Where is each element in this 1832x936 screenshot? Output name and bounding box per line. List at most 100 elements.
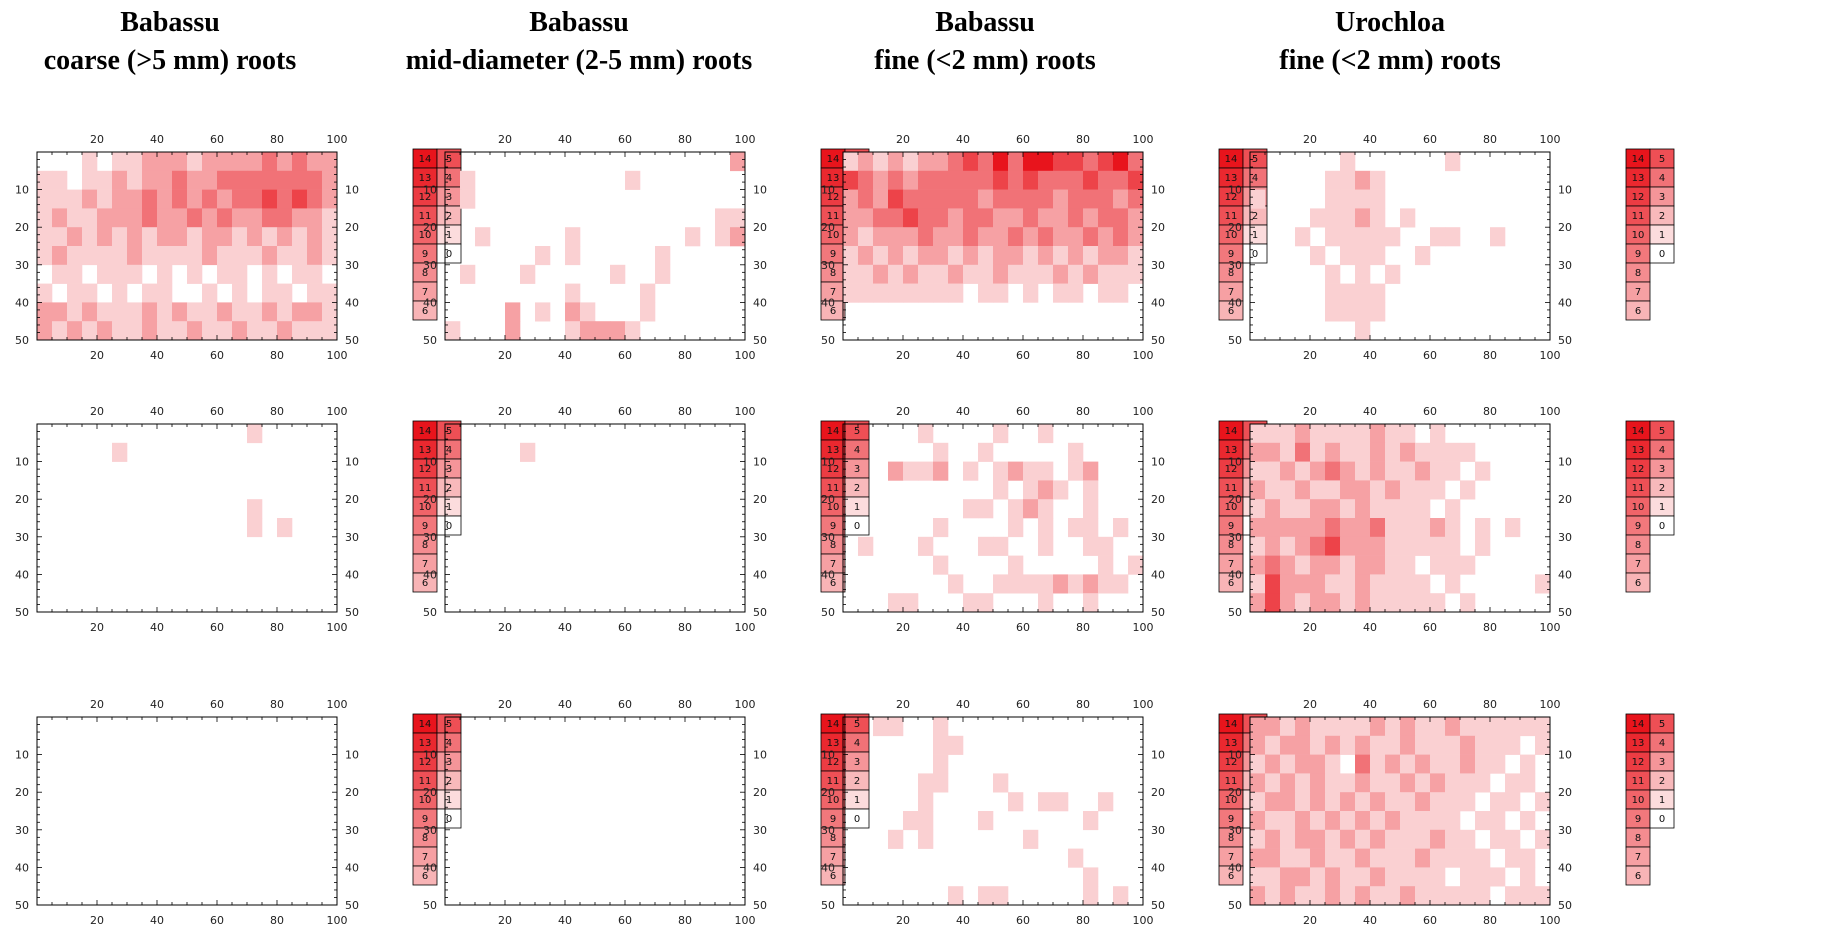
heatmap-cell [247, 170, 263, 190]
heatmap-cell [873, 264, 889, 284]
heatmap-cell [1430, 555, 1446, 575]
legend-label: 3 [446, 757, 452, 768]
legend-label: 6 [1635, 306, 1641, 317]
column-title-3-line1: Babassu [935, 7, 1035, 38]
heatmap-cell [1053, 264, 1069, 284]
y-tick-label-left: 50 [1228, 899, 1242, 912]
x-tick-label-top: 80 [270, 405, 284, 418]
y-tick-label-right: 30 [1151, 824, 1165, 837]
heatmap-cell [67, 189, 83, 209]
x-tick-label-top: 80 [678, 698, 692, 711]
heatmap-cell [1250, 848, 1266, 868]
y-tick-label-right: 10 [345, 184, 359, 197]
legend-label: 3 [446, 464, 452, 475]
heatmap-cell [1068, 283, 1084, 303]
x-tick-label-bottom: 100 [1133, 349, 1154, 362]
legend-label: 7 [830, 852, 836, 863]
heatmap-cell [1098, 152, 1114, 172]
y-tick-label-left: 20 [423, 221, 437, 234]
legend-label: 3 [854, 464, 860, 475]
heatmap-cell [172, 152, 188, 172]
heatmap-cell [1265, 792, 1281, 812]
heatmap-cell [37, 170, 53, 190]
heatmap-cell [1325, 518, 1341, 538]
y-tick-label-left: 30 [1228, 259, 1242, 272]
x-tick-label-top: 20 [1303, 405, 1317, 418]
y-tick-label-left: 30 [1228, 531, 1242, 544]
legend-label: 3 [1659, 464, 1665, 475]
legend-label: 11 [827, 211, 840, 222]
y-tick-label-left: 10 [15, 456, 29, 469]
heatmap-cell [655, 264, 671, 284]
heatmap-cell [1310, 717, 1326, 737]
heatmap-cell [1475, 754, 1491, 774]
legend-label: 4 [446, 445, 452, 456]
heatmap-cell [82, 227, 98, 247]
heatmap-cell [1083, 811, 1099, 831]
heatmap-cell [1355, 189, 1371, 209]
heatmap-cell [202, 302, 218, 322]
heatmap-cell [1295, 593, 1311, 613]
heatmap-cell [1038, 518, 1054, 538]
x-tick-label-top: 100 [1540, 698, 1561, 711]
x-tick-label-top: 80 [1076, 405, 1090, 418]
heatmap-cell [1535, 829, 1551, 849]
y-tick-label-left: 20 [821, 493, 835, 506]
heatmap-cell [142, 208, 158, 228]
heatmap-cell [157, 302, 173, 322]
heatmap-cell [97, 321, 113, 341]
heatmap-cell [1023, 208, 1039, 228]
heatmap-cell [1310, 886, 1326, 906]
heatmap-cell [1250, 773, 1266, 793]
x-tick-label-bottom: 60 [1016, 621, 1030, 634]
heatmap-cell [157, 264, 173, 284]
heatmap-cell [67, 246, 83, 266]
x-tick-label-bottom: 60 [618, 914, 632, 927]
heatmap-cell [1083, 499, 1099, 519]
heatmap-cell [1385, 461, 1401, 481]
heatmap-cell [1340, 246, 1356, 266]
heatmap-cell [52, 189, 68, 209]
heatmap-cell [580, 321, 596, 341]
legend-label: 6 [830, 578, 836, 589]
heatmap-cell [1128, 208, 1144, 228]
heatmap-cell [1355, 735, 1371, 755]
legend-label: 12 [827, 464, 840, 475]
y-tick-label-left: 50 [423, 606, 437, 619]
heatmap-cell [1415, 829, 1431, 849]
heatmap-cell [475, 227, 491, 247]
x-tick-label-top: 60 [1016, 698, 1030, 711]
y-tick-label-right: 20 [1558, 786, 1572, 799]
column-title-3-line2: fine (<2 mm) roots [874, 45, 1096, 76]
heatmap-cell [610, 264, 626, 284]
legend-label: 10 [1225, 795, 1238, 806]
heatmap-cell [1083, 152, 1099, 172]
heatmap-cell [520, 264, 536, 284]
y-tick-label-left: 40 [1228, 568, 1242, 581]
x-tick-label-top: 80 [678, 405, 692, 418]
x-tick-label-bottom: 20 [896, 621, 910, 634]
heatmap-cell [37, 302, 53, 322]
x-tick-label-bottom: 20 [90, 621, 104, 634]
heatmap-cell [1415, 442, 1431, 462]
heatmap-cell [1355, 302, 1371, 322]
heatmap-cell [232, 302, 248, 322]
legend-label: 7 [830, 559, 836, 570]
heatmap-cell [247, 499, 263, 519]
heatmap-cell [1068, 518, 1084, 538]
heatmap-cell [1265, 735, 1281, 755]
heatmap-cell [1370, 773, 1386, 793]
heatmap-cell [1505, 829, 1521, 849]
heatmap-cell [52, 208, 68, 228]
legend-label: 5 [1659, 426, 1665, 437]
legend-label: 14 [827, 154, 840, 165]
y-tick-label-right: 30 [1151, 531, 1165, 544]
legend-label: 8 [1228, 540, 1234, 551]
legend-swatch [820, 572, 846, 593]
legend-label: 13 [419, 173, 432, 184]
y-tick-label-left: 20 [1228, 786, 1242, 799]
heatmap-cell [445, 321, 461, 341]
legend-label: 10 [1225, 502, 1238, 513]
heatmap-cell [933, 170, 949, 190]
heatmap-cell [1430, 735, 1446, 755]
